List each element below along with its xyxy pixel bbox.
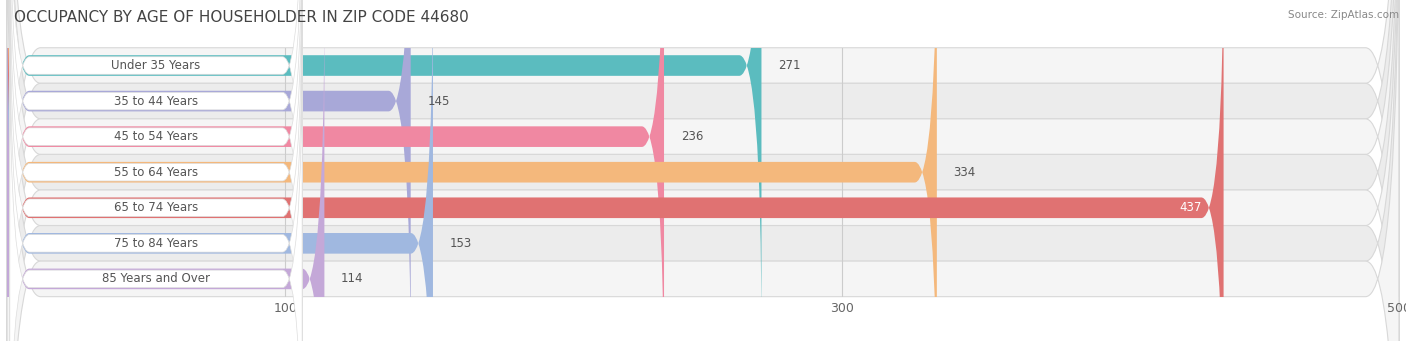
Text: 45 to 54 Years: 45 to 54 Years [114, 130, 198, 143]
Text: 65 to 74 Years: 65 to 74 Years [114, 201, 198, 214]
FancyBboxPatch shape [10, 0, 302, 341]
FancyBboxPatch shape [7, 0, 762, 340]
Text: Source: ZipAtlas.com: Source: ZipAtlas.com [1288, 10, 1399, 20]
FancyBboxPatch shape [7, 0, 1399, 341]
FancyBboxPatch shape [7, 0, 411, 341]
Text: 85 Years and Over: 85 Years and Over [103, 272, 209, 285]
FancyBboxPatch shape [7, 0, 1399, 341]
FancyBboxPatch shape [10, 3, 302, 341]
Text: 55 to 64 Years: 55 to 64 Years [114, 166, 198, 179]
Text: 75 to 84 Years: 75 to 84 Years [114, 237, 198, 250]
Text: 334: 334 [953, 166, 976, 179]
FancyBboxPatch shape [10, 0, 302, 341]
FancyBboxPatch shape [7, 0, 664, 341]
FancyBboxPatch shape [7, 0, 1399, 341]
Text: 35 to 44 Years: 35 to 44 Years [114, 94, 198, 107]
FancyBboxPatch shape [7, 0, 1399, 341]
FancyBboxPatch shape [7, 0, 936, 341]
Text: OCCUPANCY BY AGE OF HOUSEHOLDER IN ZIP CODE 44680: OCCUPANCY BY AGE OF HOUSEHOLDER IN ZIP C… [14, 10, 468, 25]
Text: 236: 236 [681, 130, 703, 143]
Text: Under 35 Years: Under 35 Years [111, 59, 201, 72]
FancyBboxPatch shape [7, 5, 325, 341]
FancyBboxPatch shape [10, 39, 302, 341]
FancyBboxPatch shape [10, 0, 302, 306]
FancyBboxPatch shape [10, 0, 302, 341]
FancyBboxPatch shape [7, 0, 1399, 341]
Text: 437: 437 [1180, 201, 1201, 214]
Text: 145: 145 [427, 94, 450, 107]
Text: 271: 271 [778, 59, 800, 72]
FancyBboxPatch shape [7, 0, 433, 341]
Text: 153: 153 [450, 237, 472, 250]
FancyBboxPatch shape [10, 0, 302, 341]
FancyBboxPatch shape [7, 0, 1399, 341]
FancyBboxPatch shape [7, 0, 1399, 341]
Text: 114: 114 [342, 272, 364, 285]
FancyBboxPatch shape [7, 0, 1223, 341]
